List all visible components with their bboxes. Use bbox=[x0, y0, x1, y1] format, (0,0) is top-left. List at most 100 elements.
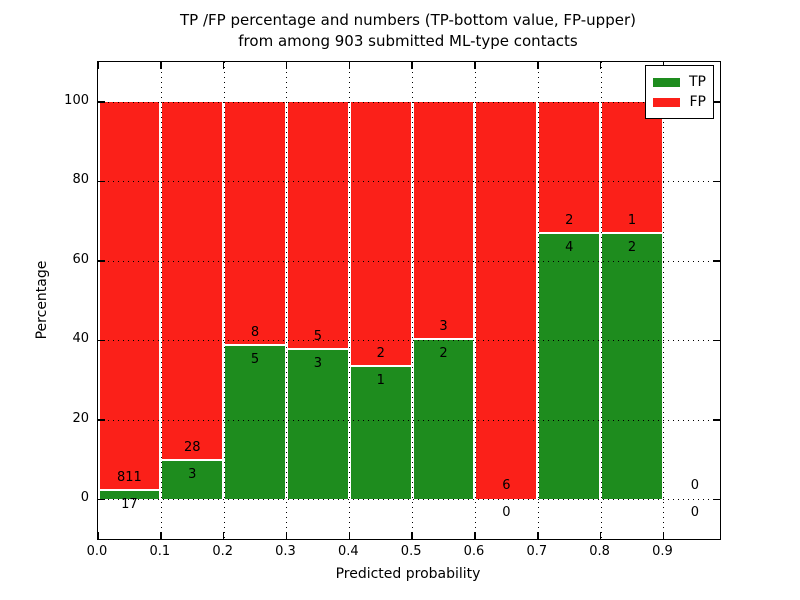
chart-title-line2: from among 903 submitted ML-type contact… bbox=[238, 32, 578, 50]
x-tick-label-0.7: 0.7 bbox=[526, 544, 548, 559]
legend-swatch-tp bbox=[653, 78, 680, 87]
y-tick-label-100: 100 bbox=[64, 92, 89, 108]
bar-segment-fp-0.1-0.2 bbox=[162, 101, 223, 461]
gridline-x-0.4 bbox=[349, 62, 351, 539]
bar-label-fp-0.2-0.3: 8 bbox=[250, 325, 260, 341]
x-tick-bottom bbox=[222, 532, 225, 539]
bar-segment-fp-0.4-0.5 bbox=[350, 101, 411, 367]
x-tick-bottom bbox=[662, 532, 665, 539]
bar-label-tp-0.0-0.1: 17 bbox=[121, 497, 138, 512]
gridline-y-20 bbox=[98, 419, 720, 421]
y-tick-left bbox=[98, 339, 105, 341]
gridline-x-0.7 bbox=[537, 62, 539, 539]
x-tick-label-0.0: 0.0 bbox=[86, 544, 108, 559]
y-tick-label-80: 80 bbox=[72, 172, 89, 188]
x-tick-bottom bbox=[599, 532, 602, 539]
x-tick-bottom bbox=[97, 532, 99, 539]
bar-label-tp-0.7-0.8: 4 bbox=[565, 240, 574, 256]
x-tick-bottom bbox=[537, 532, 539, 539]
bar-segment-fp-0.5-0.6 bbox=[413, 101, 474, 341]
gridline-x-0.5 bbox=[412, 62, 414, 539]
gridline-y-40 bbox=[98, 340, 720, 342]
x-tick-top bbox=[348, 62, 351, 69]
x-tick-bottom bbox=[474, 532, 476, 539]
bar-label-fp-0.1-0.2: 28 bbox=[183, 439, 201, 455]
y-tick-right bbox=[713, 180, 720, 182]
plot-area: 811 17 28 3 8 5 5 3 2 1 3 2 6 0 2 4 1 2 0 0 bbox=[97, 61, 721, 540]
bar-segment-tp-0.4-0.5 bbox=[350, 366, 411, 500]
x-tick-top bbox=[411, 62, 413, 69]
bar-segment-tp-0.7-0.8 bbox=[539, 234, 600, 500]
bar-label-fp-0.8-0.9: 1 bbox=[627, 213, 637, 229]
x-tick-top bbox=[285, 62, 288, 69]
gridline-y-60 bbox=[98, 260, 720, 262]
gridline-x-0.3 bbox=[286, 62, 288, 539]
y-tick-label-0: 0 bbox=[80, 490, 89, 506]
legend-entry-fp: FP bbox=[653, 93, 706, 112]
x-tick-label-0.1: 0.1 bbox=[149, 544, 171, 559]
bar-label-tp-0.1-0.2: 3 bbox=[188, 466, 197, 482]
bar-segment-tp-0.1-0.2 bbox=[162, 460, 223, 500]
gridline-x-0.9 bbox=[663, 62, 665, 539]
x-tick-bottom bbox=[285, 532, 288, 539]
x-tick-label-0.9: 0.9 bbox=[652, 544, 673, 559]
y-tick-left bbox=[98, 101, 105, 103]
y-tick-right bbox=[713, 419, 720, 421]
bar-label-tp-0.2-0.3: 5 bbox=[250, 352, 260, 368]
bar-label-fp-0.0-0.1: 811 bbox=[117, 469, 142, 485]
bar-label-tp-0.3-0.4: 3 bbox=[313, 356, 323, 372]
gridline-y-80 bbox=[98, 181, 720, 183]
x-tick-top bbox=[222, 62, 225, 69]
bar-label-tp-0.5-0.6: 2 bbox=[439, 346, 448, 362]
legend-label-fp: FP bbox=[689, 94, 707, 110]
bar-segment-fp-0.8-0.9 bbox=[602, 101, 662, 235]
y-tick-right bbox=[713, 339, 720, 341]
x-tick-label-0.6: 0.6 bbox=[463, 544, 485, 559]
bar-segment-fp-0.6-0.7 bbox=[476, 101, 537, 500]
y-tick-left bbox=[98, 260, 105, 262]
bar-segment-fp-0.2-0.3 bbox=[225, 101, 285, 347]
bar-label-tp-0.4-0.5: 1 bbox=[376, 372, 385, 388]
bar-segment-tp-0.8-0.9 bbox=[602, 234, 662, 500]
x-axis-label: Predicted probability bbox=[335, 566, 481, 582]
bar-label-fp-0.7-0.8: 2 bbox=[565, 213, 574, 229]
gridline-y-0 bbox=[98, 499, 720, 501]
y-tick-left bbox=[98, 180, 105, 182]
x-tick-bottom bbox=[160, 532, 162, 539]
x-tick-top bbox=[599, 62, 602, 69]
y-tick-label-20: 20 bbox=[72, 410, 89, 426]
x-tick-label-0.4: 0.4 bbox=[337, 544, 359, 559]
bar-label-fp-0.9-1.0: 0 bbox=[690, 478, 699, 494]
bar-label-tp-0.6-0.7: 0 bbox=[502, 505, 511, 521]
bar-label-fp-0.4-0.5: 2 bbox=[376, 345, 385, 361]
y-tick-left bbox=[98, 419, 105, 421]
bar-segment-fp-0.3-0.4 bbox=[287, 101, 348, 351]
legend-entry-tp: TP bbox=[653, 73, 706, 92]
y-tick-label-40: 40 bbox=[72, 331, 89, 347]
y-tick-right bbox=[713, 101, 720, 103]
chart-title-line1: TP /FP percentage and numbers (TP-bottom… bbox=[180, 11, 636, 29]
gridline-x-0.2 bbox=[223, 62, 225, 539]
bar-segment-tp-0.3-0.4 bbox=[287, 350, 348, 500]
bar-label-fp-0.5-0.6: 3 bbox=[439, 319, 448, 335]
x-tick-bottom bbox=[411, 532, 413, 539]
x-tick-label-0.2: 0.2 bbox=[212, 544, 233, 559]
gridline-y-100 bbox=[98, 101, 720, 103]
legend-swatch-fp bbox=[653, 98, 680, 107]
bar-segment-tp-0.2-0.3 bbox=[225, 346, 285, 500]
gridline-x-0.1 bbox=[160, 62, 162, 539]
legend: TP FP bbox=[645, 65, 714, 119]
bar-segment-tp-0.0-0.1 bbox=[99, 491, 160, 500]
y-tick-left bbox=[98, 498, 105, 500]
x-tick-label-0.8: 0.8 bbox=[589, 544, 610, 559]
y-tick-right bbox=[713, 260, 720, 262]
bar-label-tp-0.8-0.9: 2 bbox=[627, 240, 637, 256]
bar-label-fp-0.6-0.7: 6 bbox=[502, 478, 511, 494]
x-tick-top bbox=[160, 62, 162, 69]
y-axis-label: Percentage bbox=[34, 260, 50, 340]
bar-segment-fp-0.7-0.8 bbox=[539, 101, 600, 235]
x-tick-label-0.5: 0.5 bbox=[400, 544, 422, 559]
y-tick-label-60: 60 bbox=[72, 251, 89, 267]
bar-label-fp-0.3-0.4: 5 bbox=[313, 329, 323, 345]
